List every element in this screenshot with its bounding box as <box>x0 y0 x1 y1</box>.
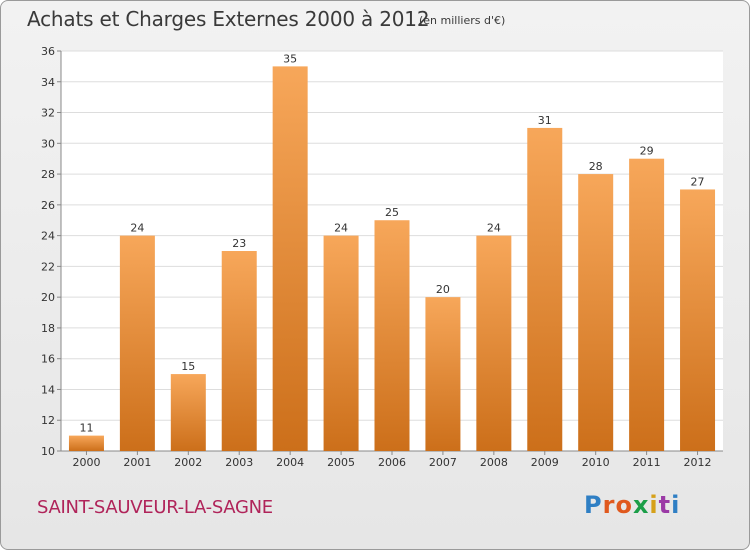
x-tick-label: 2005 <box>327 456 355 469</box>
y-tick-label: 10 <box>41 445 55 458</box>
logo-letter: i <box>649 491 659 519</box>
bar <box>476 235 512 451</box>
chart-title: Achats et Charges Externes 2000 à 2012 <box>27 7 430 31</box>
value-label: 25 <box>385 206 399 219</box>
bar <box>425 297 461 451</box>
x-tick-label: 2000 <box>72 456 100 469</box>
x-tick-label: 2011 <box>633 456 661 469</box>
y-tick-label: 16 <box>41 353 55 366</box>
x-tick-label: 2008 <box>480 456 508 469</box>
x-tick-label: 2001 <box>123 456 151 469</box>
logo-letter: r <box>602 491 616 519</box>
value-label: 24 <box>130 222 144 235</box>
bar <box>680 189 716 451</box>
y-tick-label: 20 <box>41 291 55 304</box>
proxiti-logo: Proxiti <box>584 491 680 519</box>
value-label: 24 <box>487 222 501 235</box>
bar <box>374 220 410 451</box>
bar <box>578 174 614 452</box>
y-tick-label: 18 <box>41 322 55 335</box>
value-label: 15 <box>181 360 195 373</box>
value-label: 24 <box>334 222 348 235</box>
bar <box>119 235 155 451</box>
y-tick-label: 34 <box>41 76 55 89</box>
bar <box>527 127 563 451</box>
bar <box>272 66 308 451</box>
x-tick-label: 2012 <box>684 456 712 469</box>
y-tick-label: 26 <box>41 199 55 212</box>
y-tick-label: 12 <box>41 414 55 427</box>
bar <box>221 251 257 451</box>
logo-letter: t <box>658 491 672 519</box>
value-label: 27 <box>691 175 705 188</box>
bar <box>629 158 665 451</box>
x-tick-label: 2002 <box>174 456 202 469</box>
logo-letter: i <box>671 491 681 519</box>
y-tick-label: 30 <box>41 137 55 150</box>
value-label: 31 <box>538 114 552 127</box>
value-label: 29 <box>640 145 654 158</box>
bar <box>323 235 359 451</box>
y-tick-label: 28 <box>41 168 55 181</box>
chart-unit: (en milliers d'€) <box>419 14 506 27</box>
value-label: 23 <box>232 237 246 250</box>
bar <box>68 435 104 451</box>
commune-name: SAINT-SAUVEUR-LA-SAGNE <box>37 497 273 518</box>
y-tick-label: 22 <box>41 260 55 273</box>
bar <box>170 374 206 451</box>
x-tick-label: 2006 <box>378 456 406 469</box>
value-label: 28 <box>589 160 603 173</box>
y-tick-label: 24 <box>41 230 55 243</box>
x-tick-label: 2003 <box>225 456 253 469</box>
value-label: 35 <box>283 52 297 65</box>
logo-letter: o <box>615 491 633 519</box>
x-tick-label: 2009 <box>531 456 559 469</box>
logo-letter: P <box>584 491 603 519</box>
y-tick-label: 32 <box>41 107 55 120</box>
logo-letter: x <box>632 491 650 519</box>
value-label: 20 <box>436 283 450 296</box>
y-tick-label: 36 <box>41 45 55 58</box>
value-label: 11 <box>79 422 93 435</box>
x-tick-label: 2007 <box>429 456 457 469</box>
x-tick-label: 2004 <box>276 456 304 469</box>
x-tick-label: 2010 <box>582 456 610 469</box>
y-tick-label: 14 <box>41 383 55 396</box>
